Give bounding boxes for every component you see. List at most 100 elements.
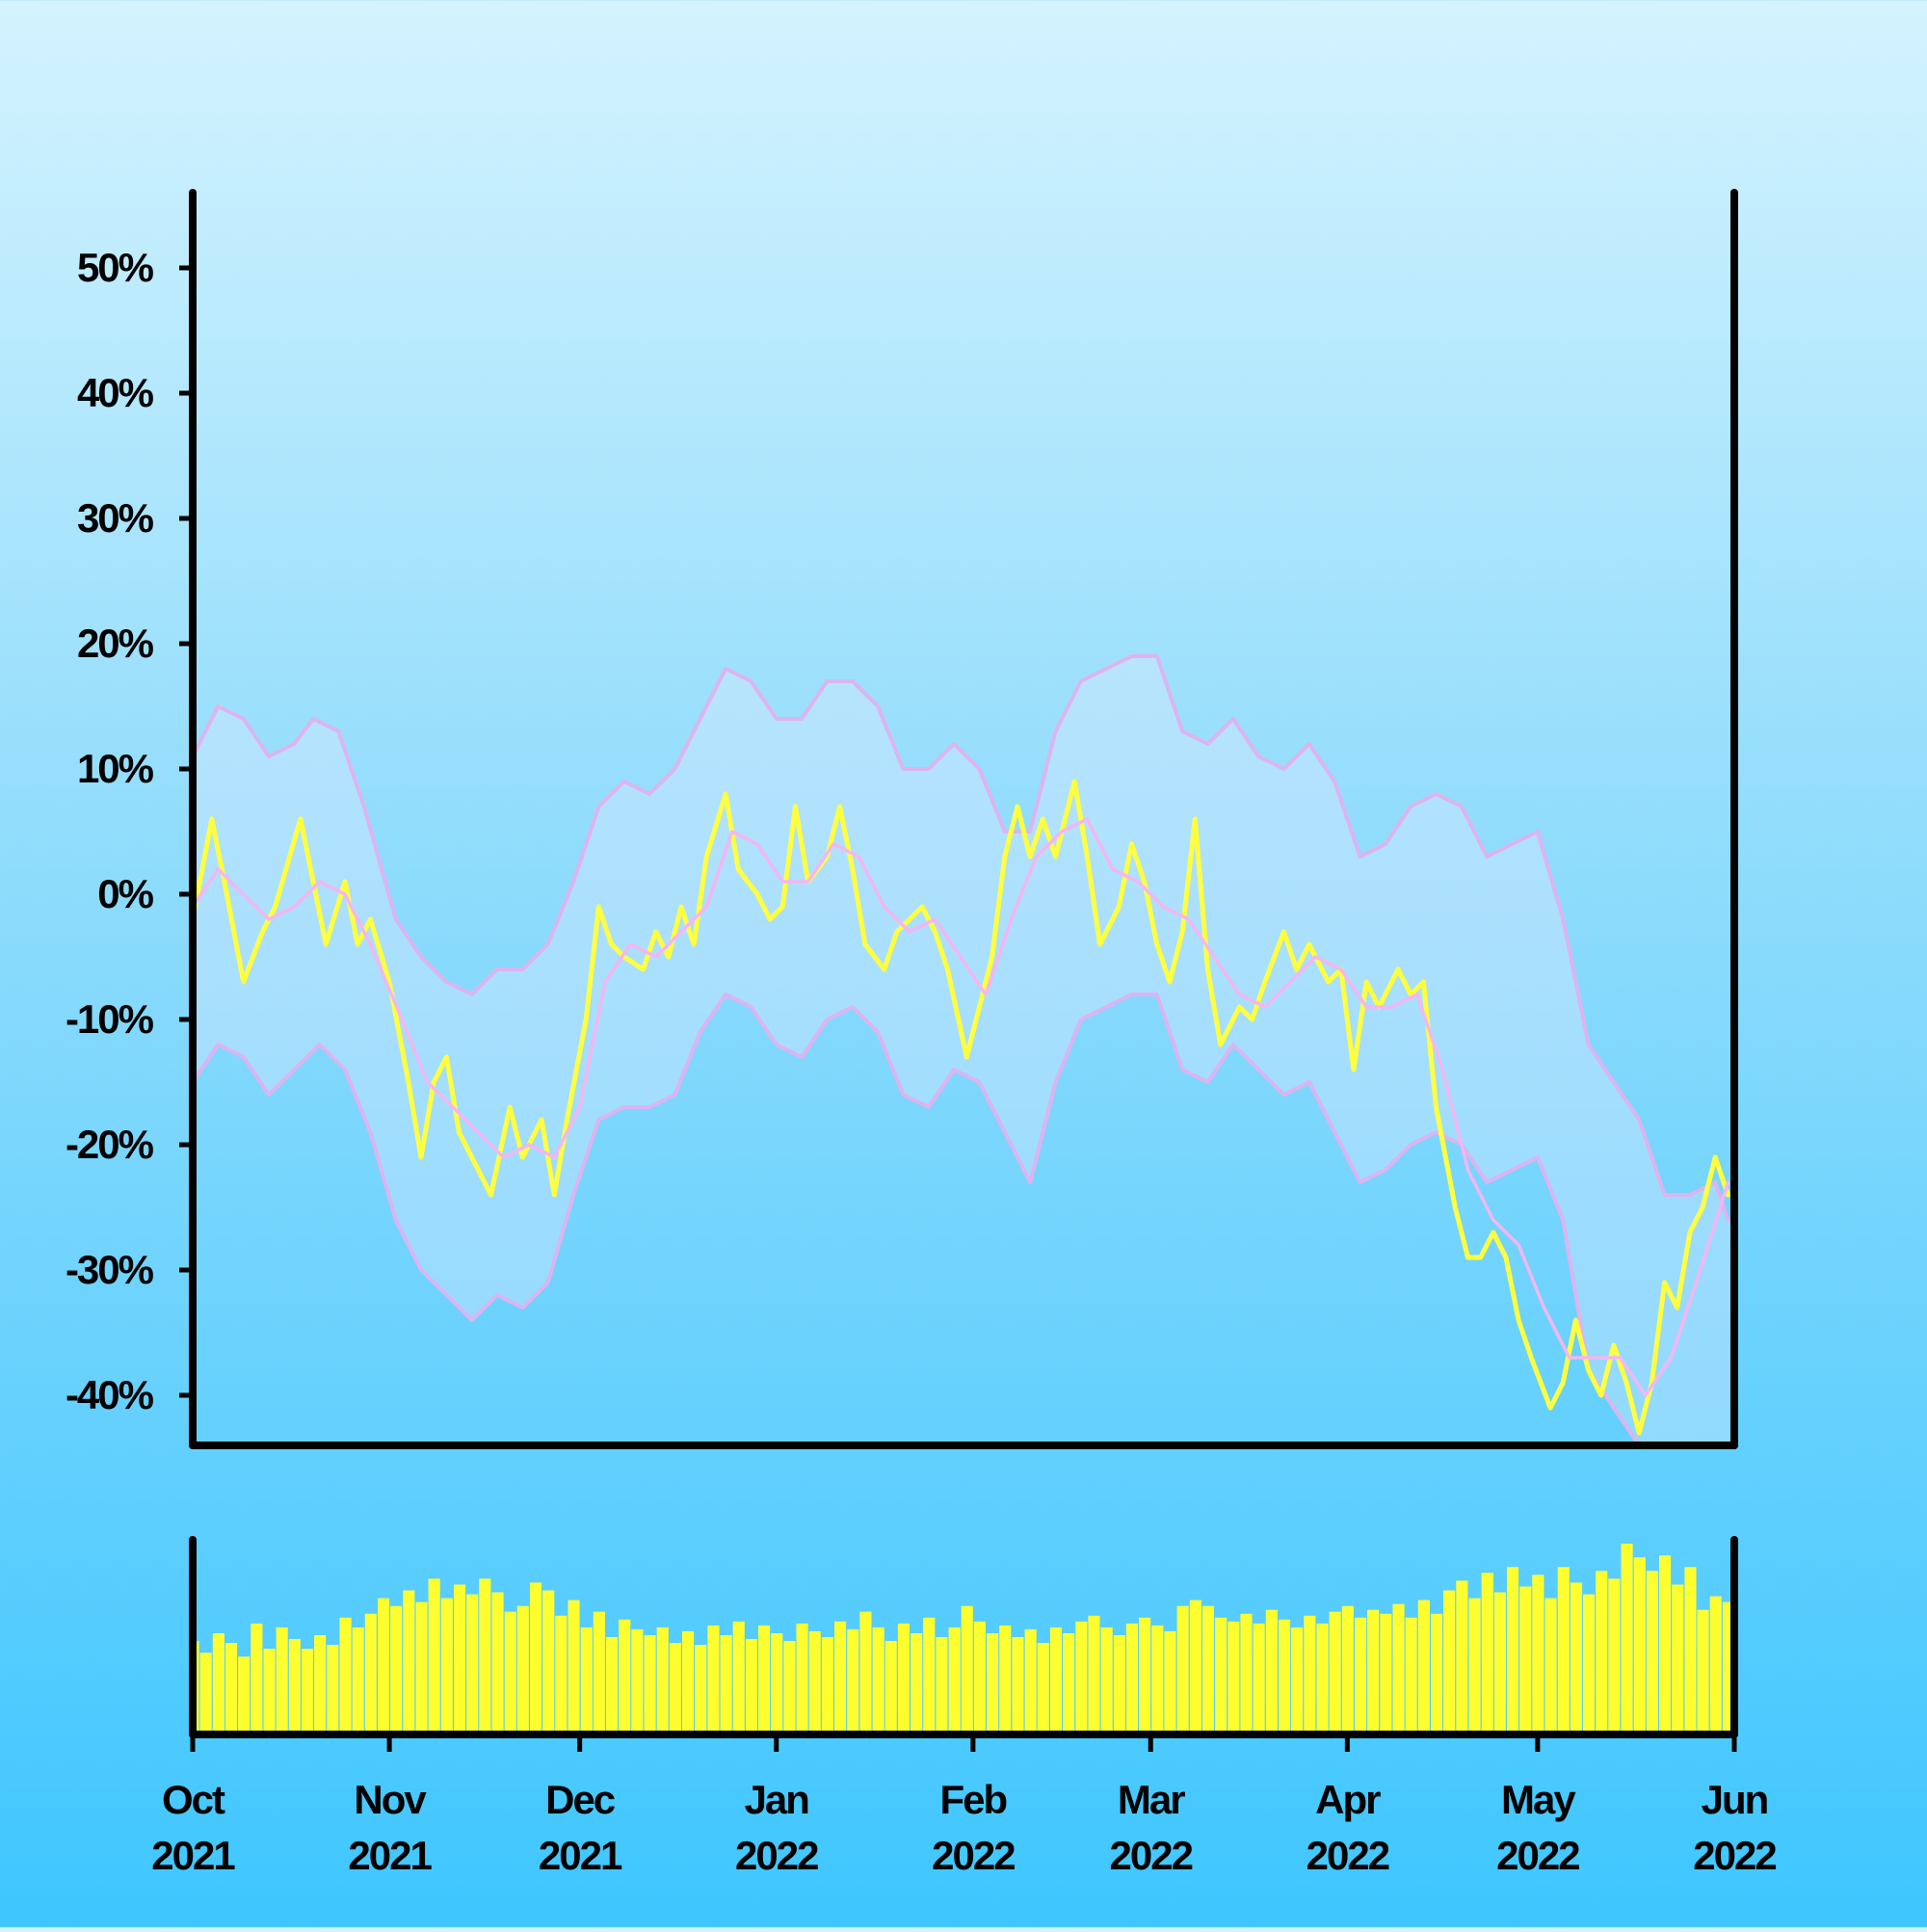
y-tick-label: -10% bbox=[66, 996, 154, 1042]
y-tick-label: -40% bbox=[66, 1372, 154, 1417]
volume-bar bbox=[1341, 1605, 1354, 1734]
x-tick-label-month: Jun bbox=[1702, 1777, 1768, 1822]
volume-bar bbox=[1608, 1578, 1621, 1734]
volume-bar bbox=[403, 1590, 415, 1734]
volume-bar bbox=[771, 1633, 783, 1734]
y-tick-label: 30% bbox=[77, 495, 154, 541]
volume-bar bbox=[1215, 1617, 1227, 1734]
volume-bar bbox=[415, 1601, 428, 1734]
price-plot bbox=[193, 654, 1734, 1445]
volume-bar bbox=[479, 1578, 491, 1734]
volume-bar bbox=[859, 1611, 872, 1734]
y-ticks: 50% 40% 30% 20% 10% 0% -10% -20% -30% -40% bbox=[66, 245, 193, 1417]
volume-bar bbox=[1392, 1603, 1405, 1734]
volume-bar bbox=[1151, 1625, 1164, 1734]
volume-bar bbox=[732, 1621, 745, 1734]
volume-bar bbox=[656, 1627, 669, 1734]
volume-bar bbox=[1139, 1617, 1151, 1734]
volume-bar bbox=[1646, 1571, 1658, 1734]
x-tick-label-year: 2021 bbox=[151, 1833, 235, 1878]
price-series bbox=[193, 654, 1734, 1445]
volume-bar bbox=[1164, 1630, 1176, 1734]
volume-bar bbox=[961, 1605, 973, 1734]
volume-bar bbox=[1176, 1605, 1189, 1734]
volume-bar bbox=[669, 1643, 681, 1734]
volume-bar bbox=[1417, 1600, 1430, 1734]
x-tick-label-month: Dec bbox=[545, 1777, 616, 1822]
volume-bar bbox=[1468, 1598, 1481, 1734]
volume-bar bbox=[973, 1621, 986, 1734]
x-tick-label-year: 2021 bbox=[539, 1833, 622, 1878]
volume-bar bbox=[847, 1628, 859, 1734]
volume-bar bbox=[1507, 1567, 1519, 1734]
y-tick-label: -30% bbox=[66, 1247, 154, 1292]
series-upper-band bbox=[193, 654, 1734, 1226]
volume-bar bbox=[606, 1637, 619, 1734]
volume-bar bbox=[199, 1653, 212, 1734]
volume-bar bbox=[1201, 1605, 1214, 1734]
volume-bar bbox=[808, 1630, 821, 1734]
volume-bar bbox=[1672, 1584, 1684, 1734]
volume-bar bbox=[720, 1635, 732, 1734]
volume-bar bbox=[631, 1628, 644, 1734]
x-tick-label-month: Nov bbox=[354, 1777, 427, 1822]
volume-bar bbox=[1304, 1615, 1316, 1734]
volume-bar bbox=[542, 1590, 555, 1734]
volume-bar bbox=[1088, 1615, 1100, 1734]
x-tick-label-year: 2022 bbox=[932, 1833, 1015, 1878]
volume-bar bbox=[644, 1635, 656, 1734]
series-daily-return bbox=[193, 779, 1730, 1436]
volume-bar bbox=[1596, 1571, 1608, 1734]
volume-bar bbox=[1253, 1623, 1265, 1734]
volume-bar bbox=[568, 1600, 580, 1734]
volume-bar bbox=[1012, 1637, 1024, 1734]
volume-bar bbox=[580, 1627, 593, 1734]
y-tick-label: 10% bbox=[77, 746, 154, 791]
volume-bar bbox=[1291, 1627, 1304, 1734]
x-tick-label-month: Mar bbox=[1118, 1777, 1185, 1822]
x-tick-label-month: May bbox=[1501, 1777, 1576, 1822]
x-tick-label-year: 2022 bbox=[1307, 1833, 1389, 1878]
volume-bar bbox=[238, 1656, 251, 1734]
volume-bar bbox=[302, 1649, 314, 1734]
volume-bar bbox=[1659, 1555, 1672, 1734]
x-tick-label-month: Jan bbox=[745, 1777, 809, 1822]
volume-bar bbox=[1557, 1567, 1570, 1734]
volume-bar bbox=[796, 1623, 808, 1734]
volume-bar bbox=[1367, 1609, 1380, 1734]
volume-bar bbox=[1113, 1635, 1125, 1734]
x-tick-label-year: 2022 bbox=[1496, 1833, 1579, 1878]
volume-bar bbox=[1380, 1613, 1392, 1734]
volume-bar bbox=[1355, 1617, 1367, 1734]
volume-bar bbox=[504, 1611, 516, 1734]
volume-bar bbox=[1049, 1627, 1062, 1734]
volume-bar bbox=[1037, 1643, 1049, 1734]
volume-bar bbox=[1024, 1628, 1037, 1734]
volume-bar bbox=[593, 1611, 605, 1734]
y-tick-label: 0% bbox=[97, 871, 153, 916]
volume-bar bbox=[884, 1641, 897, 1734]
volume-bar bbox=[897, 1623, 910, 1734]
volume-bar bbox=[1493, 1592, 1506, 1734]
volume-bar bbox=[1519, 1586, 1532, 1734]
x-ticks: Oct 2021 Nov 2021 Dec 2021 Jan 2022 Feb 2022 Mar 20… bbox=[151, 1734, 1778, 1878]
volume-bar bbox=[1075, 1621, 1088, 1734]
volume-bar bbox=[911, 1633, 923, 1734]
y-tick-label: 50% bbox=[77, 245, 154, 290]
volume-bar bbox=[491, 1592, 504, 1734]
volume-bar bbox=[1431, 1613, 1443, 1734]
volume-bar bbox=[454, 1584, 466, 1734]
volume-bar bbox=[1697, 1609, 1709, 1734]
volume-bar bbox=[1227, 1621, 1240, 1734]
y-tick-label: -20% bbox=[66, 1122, 154, 1167]
y-tick-label: 20% bbox=[77, 621, 154, 666]
volume-bar bbox=[1443, 1590, 1456, 1734]
volume-bar bbox=[783, 1641, 796, 1734]
volume-bar bbox=[1279, 1619, 1291, 1734]
volume-bar bbox=[948, 1627, 961, 1734]
volume-bar bbox=[364, 1613, 377, 1734]
volume-bar bbox=[555, 1615, 568, 1734]
volume-bar bbox=[987, 1633, 999, 1734]
volume-bar bbox=[1329, 1611, 1341, 1734]
